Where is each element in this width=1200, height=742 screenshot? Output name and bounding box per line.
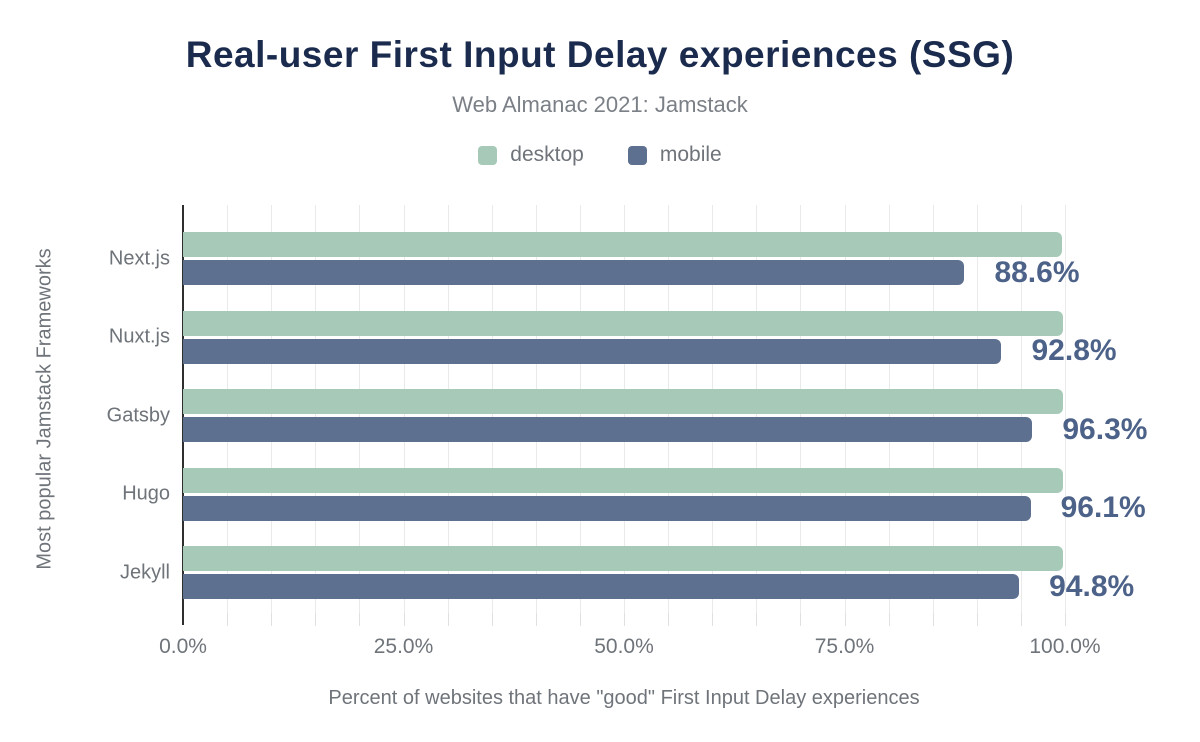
bar-mobile-jekyll: [183, 574, 1020, 599]
bar-mobile-gatsby: [183, 417, 1033, 442]
data-label-gatsby: 96.3%: [1062, 412, 1148, 446]
bar-desktop-next-js: [183, 232, 1063, 257]
bar-desktop-jekyll: [183, 546, 1064, 571]
axis-tick-35: [491, 613, 493, 626]
x-tick-label-75: 75.0%: [814, 635, 875, 658]
bar-mobile-nuxt-js: [183, 338, 1002, 364]
legend-swatch-desktop: [478, 145, 498, 165]
category-label: Hugo: [122, 482, 170, 505]
bar-mobile-next-js: [183, 260, 965, 285]
x-tick-label-50: 50.0%: [594, 635, 654, 658]
chart-subtitle: Web Almanac 2021: Jamstack: [452, 92, 748, 117]
plot-area: Percent of websites that have "good" Fir…: [107, 205, 1147, 709]
x-axis-title: Percent of websites that have "good" Fir…: [328, 687, 920, 709]
axis-tick-5: [227, 613, 229, 626]
axis-tick-90: [976, 613, 978, 626]
axis-tick-45: [579, 613, 581, 626]
axis-tick-10: [271, 613, 273, 626]
bar-mobile-hugo: [183, 495, 1031, 521]
data-label-hugo: 96.1%: [1060, 491, 1146, 524]
legend: desktop mobile: [0, 143, 1200, 167]
category-label: Nuxt.js: [108, 325, 170, 348]
axis-tick-75: [844, 613, 846, 626]
legend-item-mobile: mobile: [627, 143, 722, 167]
axis-tick-20: [359, 613, 361, 626]
axis-tick-70: [800, 613, 802, 626]
axis-tick-30: [447, 613, 449, 626]
axis-tick-85: [932, 613, 934, 626]
x-tick-label-25: 25.0%: [373, 635, 434, 658]
axis-tick-25: [403, 613, 405, 626]
chart-title: Real-user First Input Delay experiences …: [185, 34, 1015, 75]
axis-tick-15: [315, 613, 317, 626]
x-tick-label-100: 100.0%: [1029, 635, 1101, 658]
axis-tick-50: [624, 613, 625, 626]
legend-label-mobile: mobile: [659, 143, 722, 166]
bar-desktop-hugo: [183, 467, 1064, 493]
axis-tick-100: [1065, 613, 1066, 626]
data-label-nuxt-js: 92.8%: [1031, 334, 1117, 367]
axis-tick-55: [668, 613, 670, 626]
bar-desktop-nuxt-js: [183, 310, 1064, 336]
bar-desktop-gatsby: [183, 389, 1064, 414]
category-label: Next.js: [108, 247, 170, 269]
axis-tick-65: [756, 613, 758, 626]
axis-tick-40: [535, 613, 537, 626]
axis-tick-80: [888, 613, 890, 626]
legend-item-desktop: desktop: [478, 143, 584, 167]
legend-swatch-mobile: [627, 145, 647, 165]
y-axis-line: [182, 205, 184, 625]
gridline-100: [1065, 205, 1066, 613]
legend-label-desktop: desktop: [510, 143, 584, 166]
category-label: Gatsby: [106, 404, 170, 426]
data-label-jekyll: 94.8%: [1049, 569, 1135, 603]
category-label: Jekyll: [119, 561, 170, 583]
data-label-next-js: 88.6%: [994, 255, 1080, 289]
axis-tick-60: [712, 613, 714, 626]
x-tick-label-0: 0.0%: [159, 635, 207, 658]
axis-tick-95: [1020, 613, 1022, 626]
